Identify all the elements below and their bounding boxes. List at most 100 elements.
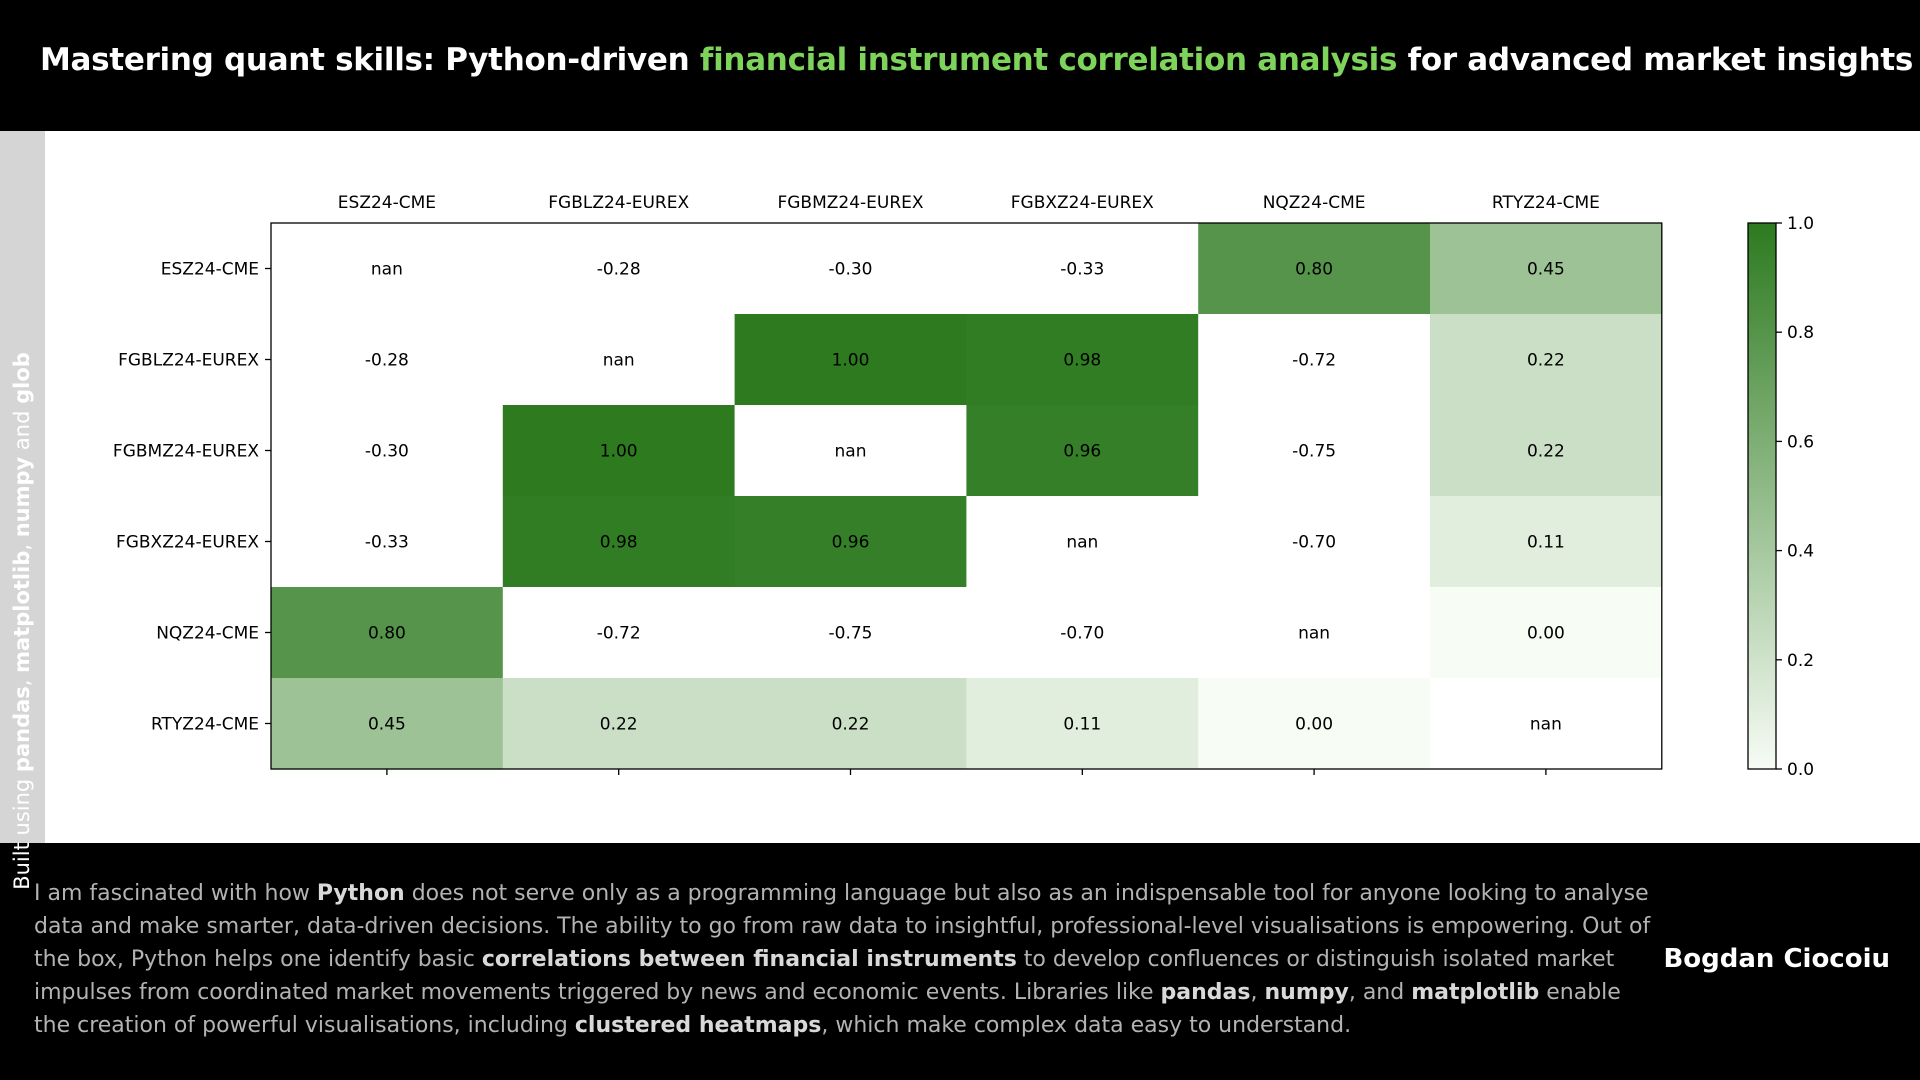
- heatmap-cell: [271, 314, 504, 406]
- cell-value-label: nan: [835, 442, 867, 462]
- cell-value-label: 0.22: [1527, 351, 1565, 371]
- description-bold: numpy: [1264, 980, 1349, 1005]
- x-tick-label: RTYZ24-CME: [1492, 193, 1600, 213]
- side-text-part: and: [10, 403, 34, 457]
- cell-value-label: -0.30: [365, 442, 409, 462]
- colorbar-tick-label: 0.4: [1787, 542, 1814, 562]
- description-text: enable the creation of powerful visualis…: [34, 980, 1621, 1038]
- cell-value-label: -0.75: [829, 624, 873, 644]
- heatmap-cell: [734, 678, 967, 770]
- heatmap-cell: [1430, 314, 1663, 406]
- heatmap-cell: [1430, 587, 1663, 679]
- cell-value-label: -0.75: [1292, 442, 1336, 462]
- cell-value-label: 0.22: [832, 715, 870, 735]
- description-bold: Python: [316, 881, 405, 906]
- cell-value-label: 0.45: [368, 715, 406, 735]
- heatmap-cell: [1198, 678, 1431, 770]
- x-tick-label: FGBXZ24-EUREX: [1011, 193, 1154, 213]
- heatmap-cell: [1430, 496, 1663, 588]
- side-text-part: Built using: [10, 772, 34, 890]
- cell-value-label: -0.72: [1292, 351, 1336, 371]
- heatmap-cell: [1198, 496, 1431, 588]
- heatmap-cell: [1430, 223, 1663, 315]
- heatmap-cell: [734, 314, 967, 406]
- heatmap-cell: [734, 405, 967, 497]
- description-text: ,: [1250, 980, 1265, 1005]
- title-prefix: Mastering quant skills: Python-driven: [40, 42, 700, 78]
- x-tick-label: FGBLZ24-EUREX: [548, 193, 689, 213]
- cell-value-label: 0.98: [1063, 351, 1101, 371]
- heatmap-cell: [966, 496, 1199, 588]
- description-bold: correlations between financial instrumen…: [481, 947, 1017, 972]
- description-text: , which make complex data easy to unders…: [821, 1013, 1352, 1038]
- heatmap-cells: [271, 223, 1663, 770]
- colorbar-tick-label: 0.2: [1787, 651, 1814, 671]
- heatmap-cell: [734, 496, 967, 588]
- cell-value-label: 0.00: [1295, 715, 1333, 735]
- heatmap-cell: [966, 678, 1199, 770]
- heatmap-cell: [966, 314, 1199, 406]
- colorbar-tick-label: 0.6: [1787, 432, 1814, 452]
- cell-value-label: 1.00: [832, 351, 870, 371]
- page-title: Mastering quant skills: Python-driven fi…: [40, 42, 1913, 78]
- heatmap-cell: [966, 587, 1199, 679]
- y-tick-label: NQZ24-CME: [156, 624, 259, 644]
- heatmap-cell: [1430, 678, 1663, 770]
- cell-value-label: nan: [1066, 533, 1098, 553]
- heatmap-cell: [271, 223, 504, 315]
- correlation-heatmap: nan -0.28 -0.30 -0.33 0.80 0.45 -0.28 nan 1.00 0.…: [113, 193, 1814, 780]
- description-bold: pandas: [1160, 980, 1251, 1005]
- cell-value-label: 0.22: [1527, 442, 1565, 462]
- heatmap-cell: [1198, 223, 1431, 315]
- side-banner-text: Built using pandas, matplotlib, numpy an…: [10, 352, 34, 890]
- description-text: , and: [1348, 980, 1412, 1005]
- description-text: to develop confluences or distinguish is…: [34, 947, 1615, 1005]
- cell-value-label: -0.72: [597, 624, 641, 644]
- heatmap-cell: [502, 678, 736, 770]
- heatmap-cell: [271, 678, 504, 770]
- cell-value-label: -0.28: [365, 351, 409, 371]
- heatmap-cell: [1198, 405, 1431, 497]
- heatmap-cell: [502, 405, 736, 497]
- cell-value-label: 0.80: [1295, 260, 1333, 280]
- cell-value-label: 0.96: [1063, 442, 1101, 462]
- cell-value-label: -0.70: [1060, 624, 1104, 644]
- y-tick-label: ESZ24-CME: [161, 260, 259, 280]
- cell-value-label: -0.30: [829, 260, 873, 280]
- colorbar-tick-label: 0.0: [1787, 760, 1814, 780]
- heatmap-cell: [502, 314, 736, 406]
- cell-value-label: -0.28: [597, 260, 641, 280]
- cell-value-label: 0.22: [600, 715, 638, 735]
- heatmap-cell: [1430, 405, 1663, 497]
- x-tick-label: FGBMZ24-EUREX: [777, 193, 923, 213]
- x-tick-label: NQZ24-CME: [1263, 193, 1366, 213]
- heatmap-cell: [271, 587, 504, 679]
- side-text-bold: pandas: [10, 686, 34, 773]
- cell-value-label: 1.00: [600, 442, 638, 462]
- heatmap-cell: [966, 405, 1199, 497]
- heatmap-axes: ESZ24-CME ESZ24-CME FGBLZ24-EUREX FGBLZ24-E…: [113, 193, 1663, 775]
- header-bar: Mastering quant skills: Python-driven fi…: [0, 0, 1920, 131]
- side-text-bold: numpy: [10, 456, 34, 538]
- side-text-bold: matplotlib: [10, 550, 34, 673]
- cell-value-label: nan: [371, 260, 403, 280]
- heatmap-cell: [1198, 314, 1431, 406]
- cell-value-label: -0.70: [1292, 533, 1336, 553]
- heatmap-cell: [734, 587, 967, 679]
- side-text-part: ,: [10, 537, 34, 551]
- heatmap-cell: [271, 496, 504, 588]
- colorbar-tick-label: 1.0: [1787, 214, 1814, 234]
- title-highlight: financial instrument correlation analysi…: [699, 42, 1398, 78]
- heatmap-cell: [502, 223, 736, 315]
- title-suffix: for advanced market insights: [1397, 42, 1914, 78]
- cell-value-label: 0.11: [1063, 715, 1101, 735]
- cell-value-label: 0.96: [832, 533, 870, 553]
- description-paragraph: I am fascinated with how Python does not…: [34, 877, 1654, 1042]
- cell-value-label: -0.33: [1060, 260, 1104, 280]
- cell-value-label: 0.45: [1527, 260, 1565, 280]
- heatmap-cell: [966, 223, 1199, 315]
- y-tick-label: FGBXZ24-EUREX: [116, 533, 259, 553]
- cell-value-label: -0.33: [365, 533, 409, 553]
- colorbar: 0.0 0.2 0.4 0.6 0.8 1.0: [1747, 214, 1814, 780]
- heatmap-cell: [1198, 587, 1431, 679]
